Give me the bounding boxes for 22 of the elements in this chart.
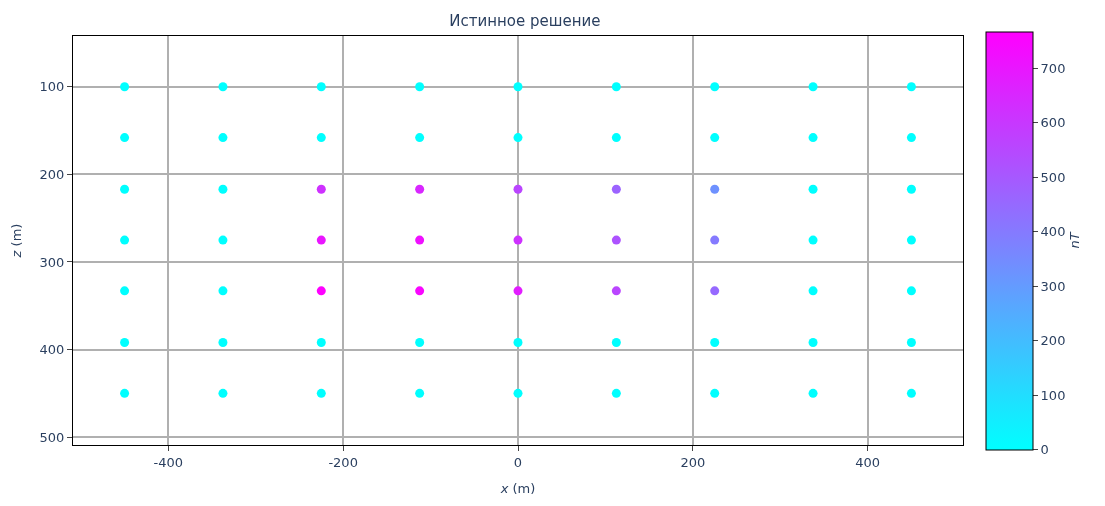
y-tick-label: 500 [39,429,65,445]
chart-title: Истинное решение [449,11,601,30]
color-bar-label: 0 [1040,442,1049,458]
y-tick-label: 300 [39,254,65,270]
color-bar-title: nT [1067,231,1083,249]
x-tick-label: -400 [153,454,184,470]
color-bar-label: 700 [1040,60,1066,76]
x-tick-label: -200 [328,454,358,470]
color-bar-label: 300 [1040,278,1066,294]
y-tick-label: 200 [39,166,65,182]
x-tick-label: 0 [513,454,523,470]
x-tick-label: 200 [680,454,706,470]
y-tick-label: 400 [39,342,65,358]
color-bar-label: 100 [1040,387,1066,403]
color-bar-label: 400 [1040,224,1066,240]
x-tick-label: 400 [855,454,881,470]
y-tick-label: 100 [39,79,65,95]
color-bar-label: 600 [1040,115,1066,131]
color-bar-label: 500 [1040,169,1066,185]
color-bar-label: 200 [1040,333,1066,349]
x-axis-title: x (m) [499,481,536,497]
y-axis-title: z (m) [8,223,24,259]
